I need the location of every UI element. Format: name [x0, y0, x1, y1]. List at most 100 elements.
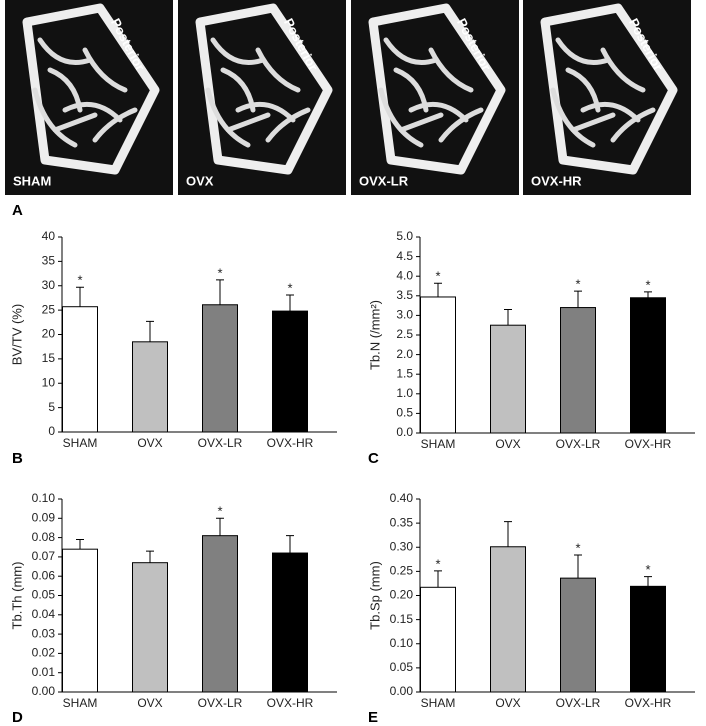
y-tick-label: 25 — [42, 302, 56, 316]
y-tick-label: 4.0 — [396, 268, 413, 282]
panel-letter: C — [368, 450, 379, 467]
x-tick-label: OVX — [137, 696, 162, 710]
x-tick-label: OVX — [495, 696, 520, 710]
bar — [490, 546, 526, 693]
y-tick-label: 35 — [42, 254, 56, 268]
significance-mark: * — [77, 273, 82, 288]
y-axis-label: Tb.Th (mm) — [9, 562, 24, 630]
bar — [490, 324, 526, 434]
image-label: OVX — [186, 173, 214, 188]
y-tick-label: 2.5 — [396, 327, 413, 341]
x-tick-label: OVX-LR — [198, 436, 243, 450]
bar — [202, 304, 238, 433]
error-bar — [146, 320, 154, 342]
y-tick-label: 3.5 — [396, 288, 413, 302]
significance-mark: * — [645, 562, 650, 577]
significance-mark: * — [217, 504, 222, 519]
error-bar — [216, 279, 224, 305]
error-bar — [76, 286, 84, 307]
y-tick-label: 5 — [48, 400, 55, 414]
y-tick-label: 0.03 — [32, 626, 56, 640]
bar — [132, 562, 168, 693]
x-tick-label: SHAM — [63, 436, 98, 450]
y-tick-label: 0.40 — [390, 491, 414, 505]
y-axis-label: Tb.Sp (mm) — [367, 561, 382, 630]
y-tick-label: 15 — [42, 351, 56, 365]
y-tick-label: 0.01 — [32, 665, 56, 679]
bar — [272, 310, 308, 433]
y-tick-label: 30 — [42, 278, 56, 292]
significance-mark: * — [217, 265, 222, 280]
x-tick-label: OVX — [137, 436, 162, 450]
y-tick-label: 0.08 — [32, 530, 56, 544]
x-tick-label: SHAM — [421, 437, 456, 451]
y-tick-label: 0.20 — [390, 588, 414, 602]
x-tick-label: OVX-HR — [267, 696, 314, 710]
y-tick-label: 40 — [42, 229, 56, 243]
significance-mark: * — [645, 277, 650, 292]
error-bar — [434, 570, 442, 588]
y-tick-label: 20 — [42, 327, 56, 341]
bar — [420, 586, 456, 693]
x-tick-label: OVX — [495, 437, 520, 451]
significance-mark: * — [575, 277, 580, 292]
significance-mark: * — [575, 540, 580, 555]
y-tick-label: 4.5 — [396, 249, 413, 263]
x-tick-label: OVX-HR — [625, 696, 672, 710]
bar — [272, 552, 308, 693]
error-bar — [286, 294, 294, 312]
bar — [630, 585, 666, 693]
significance-mark: * — [435, 269, 440, 284]
image-label: SHAM — [13, 173, 51, 188]
y-tick-label: 0.06 — [32, 568, 56, 582]
y-tick-label: 0.25 — [390, 564, 414, 578]
y-tick-label: 0.0 — [396, 425, 413, 439]
x-tick-label: OVX-LR — [556, 696, 601, 710]
bar — [420, 296, 456, 434]
bone-outline — [540, 3, 678, 175]
y-tick-label: 0.05 — [32, 588, 56, 602]
y-axis-label: Tb.N (/mm²) — [367, 300, 382, 370]
y-tick-label: 0.10 — [390, 636, 414, 650]
error-bar — [644, 576, 652, 587]
y-tick-label: 0.07 — [32, 549, 56, 563]
bar — [560, 577, 596, 693]
panel-letter: A — [12, 202, 23, 219]
x-tick-label: OVX-HR — [625, 437, 672, 451]
error-bar — [146, 550, 154, 563]
y-tick-label: 0.04 — [32, 607, 56, 621]
y-tick-label: 0.00 — [32, 684, 56, 698]
x-tick-label: OVX-LR — [556, 437, 601, 451]
bar — [62, 306, 98, 433]
error-bar — [76, 539, 84, 550]
x-tick-label: OVX-LR — [198, 696, 243, 710]
y-tick-label: 0.05 — [390, 660, 414, 674]
error-bar — [504, 521, 512, 547]
bar — [630, 297, 666, 434]
panel-letter: E — [368, 709, 378, 726]
y-tick-label: 2.0 — [396, 347, 413, 361]
x-tick-label: OVX-HR — [267, 436, 314, 450]
trabeculae — [32, 37, 138, 148]
bar — [202, 535, 238, 693]
y-tick-label: 0.02 — [32, 646, 56, 660]
y-tick-label: 0.00 — [390, 684, 414, 698]
bone-outline — [195, 3, 333, 175]
x-tick-label: SHAM — [421, 696, 456, 710]
bar — [62, 548, 98, 693]
bone-outline — [22, 3, 160, 175]
bar — [132, 341, 168, 433]
y-tick-label: 10 — [42, 375, 56, 389]
significance-mark: * — [287, 280, 292, 295]
trabeculae — [550, 37, 656, 148]
y-tick-label: 1.0 — [396, 386, 413, 400]
error-bar — [286, 535, 294, 554]
panel-letter: D — [12, 709, 23, 726]
trabeculae — [205, 37, 311, 148]
y-axis-label: BV/TV (%) — [9, 304, 24, 365]
error-bar — [574, 554, 582, 579]
y-tick-label: 0 — [48, 424, 55, 438]
trabeculae — [378, 37, 484, 148]
